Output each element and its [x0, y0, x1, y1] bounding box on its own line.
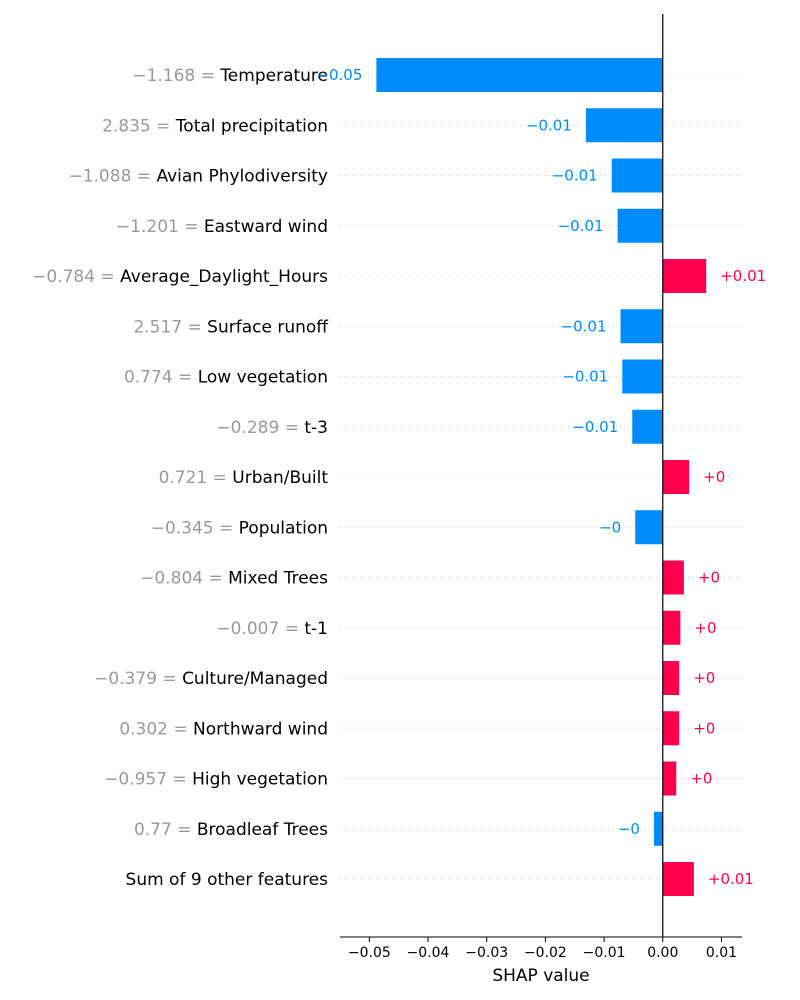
feature-label: 2.517 = Surface runoff: [133, 317, 329, 337]
shap-bar: [622, 359, 663, 394]
bar-value-label: −0: [618, 820, 640, 838]
bars: [376, 58, 707, 896]
shap-bar: [662, 610, 681, 645]
feature-value: 2.835 =: [102, 116, 176, 136]
feature-value: −1.168 =: [132, 66, 220, 86]
feature-label: −0.379 = Culture/Managed: [94, 669, 328, 689]
feature-name: Population: [239, 518, 328, 538]
feature-name: t-3: [304, 418, 328, 438]
feature-name: Broadleaf Trees: [197, 820, 328, 840]
feature-label: −1.168 = Temperature: [132, 66, 328, 86]
bar-value-label: +0: [703, 468, 725, 486]
shap-bar: [662, 661, 680, 695]
feature-name: Mixed Trees: [228, 569, 328, 589]
feature-label: −1.088 = Avian Phylodiversity: [68, 167, 328, 187]
feature-name: Sum of 9 other features: [126, 870, 329, 890]
shap-bar: [662, 761, 677, 796]
bar-value-label: −0.01: [526, 116, 572, 134]
feature-label: −0.345 = Population: [151, 518, 328, 538]
feature-label: 0.77 = Broadleaf Trees: [134, 820, 328, 840]
feature-name: Temperature: [219, 66, 328, 86]
bar-value-label: −0.01: [561, 317, 607, 335]
bar-value-label: −0: [599, 518, 621, 536]
x-tick-label: 0.00: [647, 945, 678, 961]
x-tick-label: 0.01: [706, 945, 737, 961]
bar-value-label: −0.01: [552, 167, 598, 185]
shap-bar: [662, 259, 707, 293]
feature-value: −0.007 =: [216, 619, 304, 639]
feature-name: Surface runoff: [207, 317, 329, 337]
feature-value: 2.517 =: [133, 317, 207, 337]
feature-label: −0.784 = Average_Daylight_Hours: [32, 267, 328, 287]
feature-value: −0.784 =: [32, 267, 120, 287]
feature-labels: −1.168 = Temperature 2.835 = Total precip…: [32, 66, 329, 890]
shap-bar: [620, 309, 663, 344]
feature-label: 0.302 = Northward wind: [119, 719, 328, 739]
shap-bar: [632, 409, 663, 444]
shap-bar: [635, 510, 663, 545]
x-axis-title: SHAP value: [492, 966, 589, 986]
shap-bar: [662, 460, 690, 494]
shap-bar: [617, 208, 663, 243]
feature-label: −0.804 = Mixed Trees: [140, 569, 328, 589]
feature-value: 0.302 =: [119, 719, 193, 739]
x-tick-label: −0.02: [524, 945, 567, 961]
feature-value: −1.201 =: [116, 217, 204, 237]
bar-value-label: −0.01: [562, 368, 608, 386]
x-axis: −0.05 −0.04 −0.03 −0.02 −0.01 0.00 0.01: [340, 14, 742, 961]
x-tick-label: −0.03: [465, 945, 508, 961]
feature-name: Total precipitation: [175, 116, 328, 136]
shap-bar: [376, 58, 663, 92]
bar-value-label: −0.01: [572, 418, 618, 436]
feature-name: High vegetation: [192, 770, 328, 790]
bar-value-label: +0: [694, 619, 716, 637]
shap-bar: [653, 811, 663, 846]
bar-value-label: +0.01: [720, 267, 766, 285]
x-tick-label: −0.05: [348, 945, 391, 961]
bar-value-label: +0: [698, 569, 720, 587]
feature-name: Culture/Managed: [182, 669, 328, 689]
feature-value: −0.345 =: [151, 518, 239, 538]
feature-name: Northward wind: [193, 719, 328, 739]
bar-value-label: +0.01: [708, 870, 754, 888]
bar-value-label: +0: [693, 669, 715, 687]
shap-bar: [611, 158, 663, 193]
feature-label: −1.201 = Eastward wind: [116, 217, 328, 237]
feature-label: 0.721 = Urban/Built: [159, 468, 329, 488]
feature-label: −0.289 = t-3: [216, 418, 328, 438]
bar-value-labels: −0.05 −0.01 −0.01 −0.01 +0.01 −0.01 −0.01 −0.01…: [316, 66, 766, 888]
feature-name: Average_Daylight_Hours: [120, 267, 328, 287]
shap-bar: [662, 560, 684, 595]
x-tick-label: −0.04: [407, 945, 450, 961]
feature-name: Avian Phylodiversity: [156, 167, 328, 187]
feature-name: Low vegetation: [198, 368, 328, 388]
bar-value-label: −0.05: [316, 66, 362, 84]
bar-value-label: −0.01: [558, 217, 604, 235]
shap-bar: [662, 711, 680, 746]
feature-value: −0.804 =: [140, 569, 228, 589]
feature-label: 0.774 = Low vegetation: [124, 368, 328, 388]
feature-value: −0.957 =: [104, 770, 192, 790]
feature-value: 0.774 =: [124, 368, 198, 388]
feature-label: 2.835 = Total precipitation: [102, 116, 328, 136]
feature-value: −0.289 =: [216, 418, 304, 438]
feature-value: 0.721 =: [159, 468, 233, 488]
feature-value: 0.77 =: [134, 820, 197, 840]
shap-bar: [662, 862, 694, 896]
feature-name: t-1: [304, 619, 328, 639]
feature-name: Urban/Built: [232, 468, 328, 488]
bar-value-label: +0: [690, 770, 712, 788]
feature-label: −0.957 = High vegetation: [104, 770, 328, 790]
grid-lines: [340, 74, 742, 880]
x-tick-label: −0.01: [583, 945, 626, 961]
shap-bar: [585, 108, 663, 143]
feature-value: −0.379 =: [94, 669, 182, 689]
feature-name: Eastward wind: [204, 217, 328, 237]
feature-label: −0.007 = t-1: [216, 619, 328, 639]
feature-value: −1.088 =: [68, 167, 156, 187]
bar-value-label: +0: [693, 719, 715, 737]
feature-label: Sum of 9 other features: [126, 870, 329, 890]
